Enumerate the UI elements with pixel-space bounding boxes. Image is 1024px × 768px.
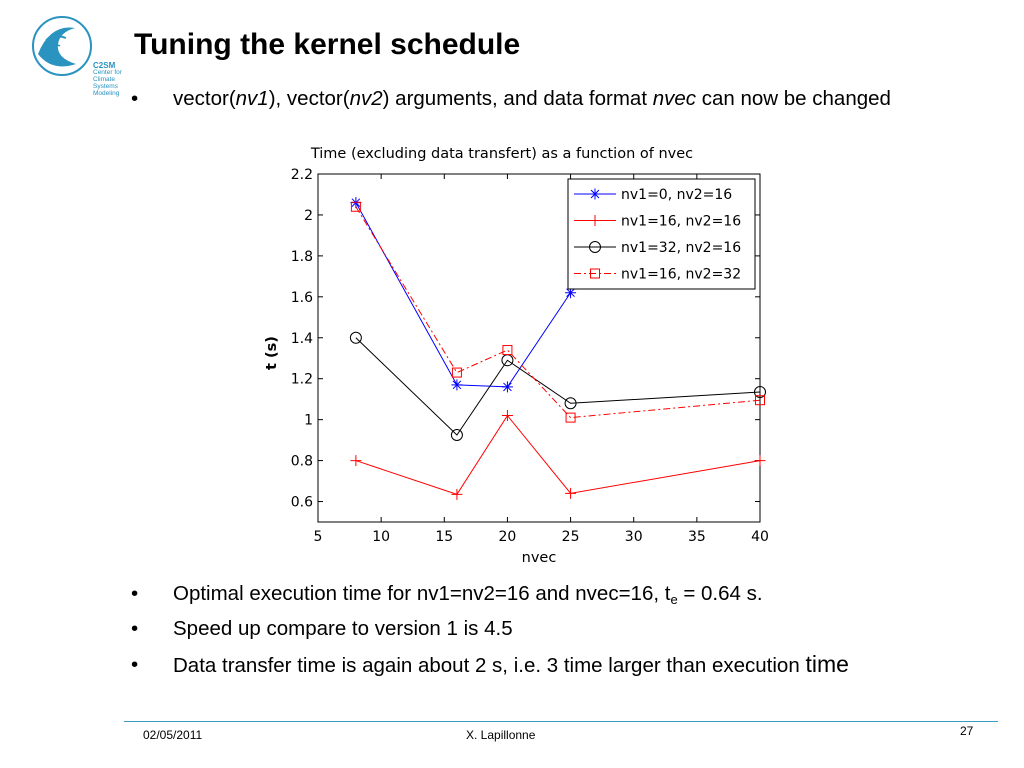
- bullet-text: Data transfer time is again about 2 s, i…: [173, 651, 991, 679]
- x-tick-label: 15: [435, 529, 453, 545]
- bullet-text-part: vector(: [173, 87, 236, 110]
- x-tick-label: 20: [499, 529, 517, 545]
- bullet-item: • Speed up compare to version 1 is 4.5: [131, 615, 951, 642]
- chart-title: Time (excluding data transfert) as a fun…: [310, 146, 693, 162]
- y-tick-label: 0.8: [291, 454, 313, 470]
- data-point: [754, 455, 766, 467]
- y-tick-label: 2.2: [291, 167, 313, 183]
- data-point: [589, 215, 601, 226]
- bullet-dot: •: [131, 582, 139, 605]
- bullet-text-part: = 0.64 s.: [677, 582, 763, 605]
- bullet-item: • vector(nv1), vector(nv2) arguments, an…: [131, 85, 931, 112]
- data-point: [501, 381, 513, 393]
- y-tick-label: 1.8: [291, 249, 313, 265]
- x-tick-label: 5: [314, 529, 323, 545]
- data-point: [590, 268, 600, 279]
- x-axis-label: nvec: [522, 550, 557, 566]
- y-tick-label: 1: [304, 413, 313, 429]
- footer-author: X. Lapillonne: [466, 728, 536, 742]
- bullet-text-part: Data transfer time is again about 2 s, i…: [173, 654, 800, 677]
- bullet-text-part: Optimal execution time for nv1=nv2=16 an…: [173, 582, 671, 605]
- logo-name: C2SM: [93, 61, 116, 70]
- logo-caption: C2SM Center for Climate Systems Modeling: [93, 61, 125, 98]
- y-tick-label: 1.2: [291, 372, 313, 388]
- data-point: [349, 331, 362, 344]
- legend-label: nv1=16, nv2=16: [621, 214, 741, 230]
- y-tick-label: 0.6: [291, 495, 313, 511]
- data-point: [501, 410, 513, 422]
- bullet-text-part: ), vector(: [268, 87, 350, 110]
- bullet-text-part: can now be changed: [696, 87, 891, 110]
- x-tick-label: 25: [562, 529, 580, 545]
- line-chart: 5 10 15 20 25 30 35 40 0.6 0.8 1 1.2 1.4 1.6 1.8 2 2.2 n…: [264, 146, 769, 566]
- series-markers: [349, 197, 766, 500]
- data-point: [502, 345, 513, 356]
- bullet-dot: •: [131, 617, 139, 640]
- data-point: [450, 429, 463, 441]
- data-point: [350, 455, 362, 467]
- data-point: [350, 201, 361, 212]
- bullet-text: Speed up compare to version 1 is 4.5: [173, 617, 513, 640]
- legend-label: nv1=0, nv2=16: [621, 187, 732, 203]
- bullet-text: Optimal execution time for nv1=nv2=16 an…: [173, 580, 951, 613]
- c2sm-logo: C2SM Center for Climate Systems Modeling: [30, 14, 125, 97]
- bullet-text-italic: nvec: [652, 87, 697, 110]
- data-point: [754, 386, 766, 399]
- series-line: [355, 337, 761, 436]
- data-point: [565, 412, 576, 423]
- x-tick-label: 40: [751, 529, 769, 545]
- data-point: [564, 397, 577, 410]
- bullet-text-part: ) arguments, and data format: [382, 87, 653, 110]
- bullet-text-italic: nv1: [235, 87, 269, 110]
- data-point: [589, 241, 601, 253]
- page-number: 27: [960, 724, 974, 738]
- logo-line1: Center for Climate: [93, 69, 122, 83]
- bullet-dot: •: [131, 653, 139, 676]
- bullet-text-part: time: [805, 651, 849, 677]
- data-point: [451, 379, 463, 391]
- data-point: [589, 188, 601, 200]
- data-point: [565, 287, 577, 299]
- legend-label: nv1=32, nv2=16: [621, 240, 741, 256]
- bullet-text-italic: nv2: [349, 87, 383, 110]
- bullet-item: • Data transfer time is again about 2 s,…: [131, 651, 991, 679]
- series-line: [355, 202, 571, 388]
- y-tick-label: 2: [304, 208, 313, 224]
- x-tick-label: 30: [625, 529, 643, 545]
- y-tick-label: 1.6: [291, 290, 313, 306]
- y-axis-label: t (s): [264, 336, 280, 370]
- data-point: [755, 395, 765, 406]
- footer-divider: [124, 721, 998, 722]
- slide-title: Tuning the kernel schedule: [134, 28, 521, 61]
- axis-ticks: 5 10 15 20 25 30 35 40 0.6 0.8 1 1.2 1.4 1.6 1.8 2 2.2: [291, 167, 769, 545]
- bullet-item: • Optimal execution time for nv1=nv2=16 …: [131, 580, 951, 613]
- footer-date: 02/05/2011: [143, 728, 203, 742]
- x-tick-label: 35: [688, 529, 706, 545]
- data-point: [451, 488, 463, 500]
- bullet-dot: •: [131, 87, 139, 110]
- y-tick-label: 1.4: [291, 331, 313, 347]
- data-point: [451, 367, 462, 378]
- series-line: [355, 206, 761, 419]
- c2sm-logo-icon: [32, 16, 92, 76]
- data-point: [565, 487, 577, 499]
- logo-line2: Systems Modeling: [93, 83, 120, 97]
- legend-label: nv1=16, nv2=32: [621, 267, 741, 283]
- chart-legend: nv1=0, nv2=16 nv1=16, nv2=16 nv1=32, nv2=1…: [567, 178, 756, 290]
- x-tick-label: 10: [372, 529, 390, 545]
- bullet-text: vector(nv1), vector(nv2) arguments, and …: [173, 85, 931, 112]
- bullet-subscript: e: [670, 592, 678, 607]
